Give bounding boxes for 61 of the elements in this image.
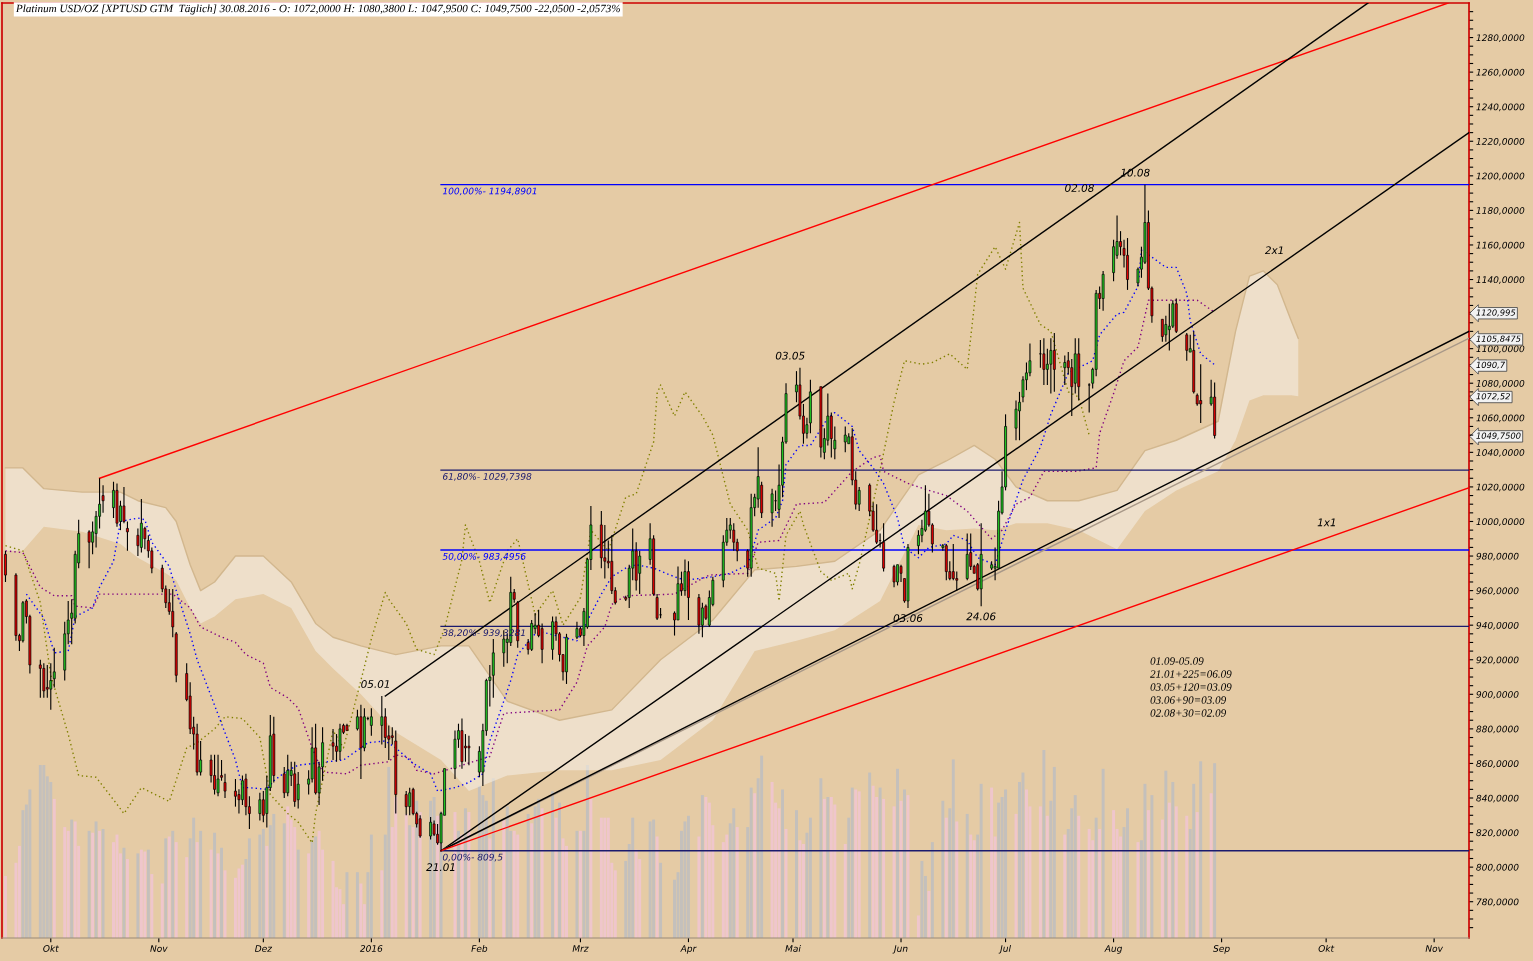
y-tick-label: 1080,0000 (1476, 379, 1525, 388)
annotation: 02.08 (1065, 184, 1094, 192)
annotation: 21.01+225=06.09 (1150, 670, 1232, 678)
annotation: 03.05 (775, 351, 805, 360)
y-tick-label: 1140,0000 (1476, 276, 1525, 284)
annotation: 24.06 (966, 612, 996, 621)
y-tick-label: 1072,52 (1476, 393, 1510, 401)
y-tick-label: 780,0000 (1476, 898, 1519, 907)
y-tick-label: 1180,0000 (1476, 207, 1525, 215)
y-tick-label: 1280,0000 (1476, 34, 1525, 43)
chart-title: Platinum USD/OZ [XPTUSD GTM Täglich] 30.08.2016 - O: 1072,0000 H: 1080,3800 L: 1047,9500 C: 1049,7500 -22,0500 -2,0573% (15, 4, 620, 15)
y-tick-label: 1160,0000 (1476, 241, 1525, 250)
y-tick-label: 1220,0000 (1476, 137, 1525, 146)
x-tick-label: Aug (1104, 945, 1123, 954)
y-tick-label: 1020,0000 (1476, 483, 1525, 492)
x-tick-label: Dez (254, 945, 273, 952)
annotation: 2x1 (1264, 246, 1283, 255)
x-tick-label: Jun (892, 945, 908, 954)
x-tick-label: Apr (680, 945, 697, 954)
x-tick-label: Okt (1318, 944, 1335, 952)
x-tick-label: Nov (1425, 945, 1444, 952)
x-tick-label: 2016 (359, 945, 383, 952)
x-tick-label: Okt (43, 944, 59, 952)
annotation: 05.01 (361, 680, 389, 688)
y-tick-label: 860,0000 (1476, 760, 1519, 768)
y-tick-label: 1120,995 (1476, 309, 1516, 317)
y-tick-label: 980,0000 (1476, 552, 1519, 561)
y-tick-label: 1100,0000 (1476, 345, 1525, 354)
x-tick-label: Jul (998, 944, 1011, 954)
series-label: 50,00%- 983,4956 (442, 552, 526, 561)
y-tick-label: 1200,0000 (1476, 172, 1525, 181)
annotation: 02.08+30=02.09 (1150, 709, 1226, 717)
y-tick-label: 1240,0000 (1476, 103, 1525, 112)
y-tick-label: 960,0000 (1476, 587, 1519, 596)
annotation: 03.06+90=03.09 (1150, 696, 1226, 704)
series-label: 100,00%- 1194,8901 (442, 187, 537, 196)
series-label: 0,00%- 809,5 (442, 853, 503, 862)
y-tick-label: 1260,0000 (1476, 68, 1525, 77)
y-tick-label: 1060,0000 (1476, 414, 1525, 423)
x-tick-label: Feb (471, 944, 488, 952)
y-tick-label: 880,0000 (1476, 725, 1519, 734)
x-tick-label: Nov (150, 945, 168, 952)
y-tick-label: 820,0000 (1476, 829, 1519, 838)
y-tick-label: 1000,0000 (1476, 518, 1525, 526)
y-tick-label: 800,0000 (1476, 863, 1519, 872)
y-tick-label: 940,0000 (1476, 621, 1519, 630)
annotation: 01.09-05.09 (1150, 657, 1204, 665)
annotation: 21.01 (426, 863, 455, 872)
y-tick-label: 920,0000 (1476, 656, 1519, 665)
x-tick-label: Mai (785, 944, 801, 952)
y-tick-label: 1040,0000 (1476, 449, 1525, 457)
x-tick-label: Sep (1213, 945, 1230, 954)
y-tick-label: 1105,8475 (1476, 335, 1521, 343)
y-tick-label: 840,0000 (1476, 794, 1519, 803)
series-label: 61,80%- 1029,7398 (443, 473, 532, 481)
y-tick-label: 1090,7 (1476, 361, 1506, 369)
y-tick-label: 900,0000 (1476, 691, 1519, 699)
x-tick-label: Mrz (572, 945, 589, 952)
annotation: 1x1 (1317, 518, 1335, 527)
annotation: 03.05+120=03.09 (1150, 683, 1232, 691)
y-tick-label: 1049,7500 (1476, 432, 1521, 440)
